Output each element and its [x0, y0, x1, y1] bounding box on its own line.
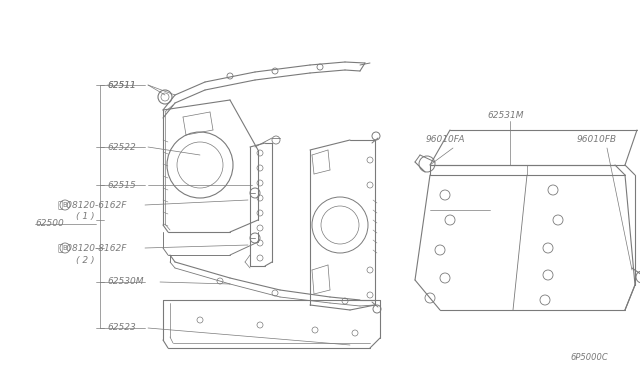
Text: 6P5000C: 6P5000C: [570, 353, 608, 362]
Text: 62511: 62511: [107, 80, 136, 90]
Text: Ⓑ 08120-6162F: Ⓑ 08120-6162F: [58, 201, 126, 209]
Text: 62515: 62515: [107, 180, 136, 189]
Text: Ⓑ 08120-8162F: Ⓑ 08120-8162F: [58, 244, 126, 253]
Text: ( 1 ): ( 1 ): [76, 212, 95, 221]
Text: 62522: 62522: [107, 142, 136, 151]
Text: 96010FA: 96010FA: [426, 135, 465, 144]
Text: B: B: [63, 245, 67, 251]
Text: 62523: 62523: [107, 324, 136, 333]
Text: 62530M: 62530M: [107, 278, 143, 286]
Text: B: B: [63, 202, 67, 208]
Text: 62531M: 62531M: [487, 110, 524, 119]
Text: 62511: 62511: [107, 80, 136, 90]
Text: ( 2 ): ( 2 ): [76, 256, 95, 264]
Text: 62500: 62500: [35, 219, 64, 228]
Text: 96010FB: 96010FB: [577, 135, 617, 144]
